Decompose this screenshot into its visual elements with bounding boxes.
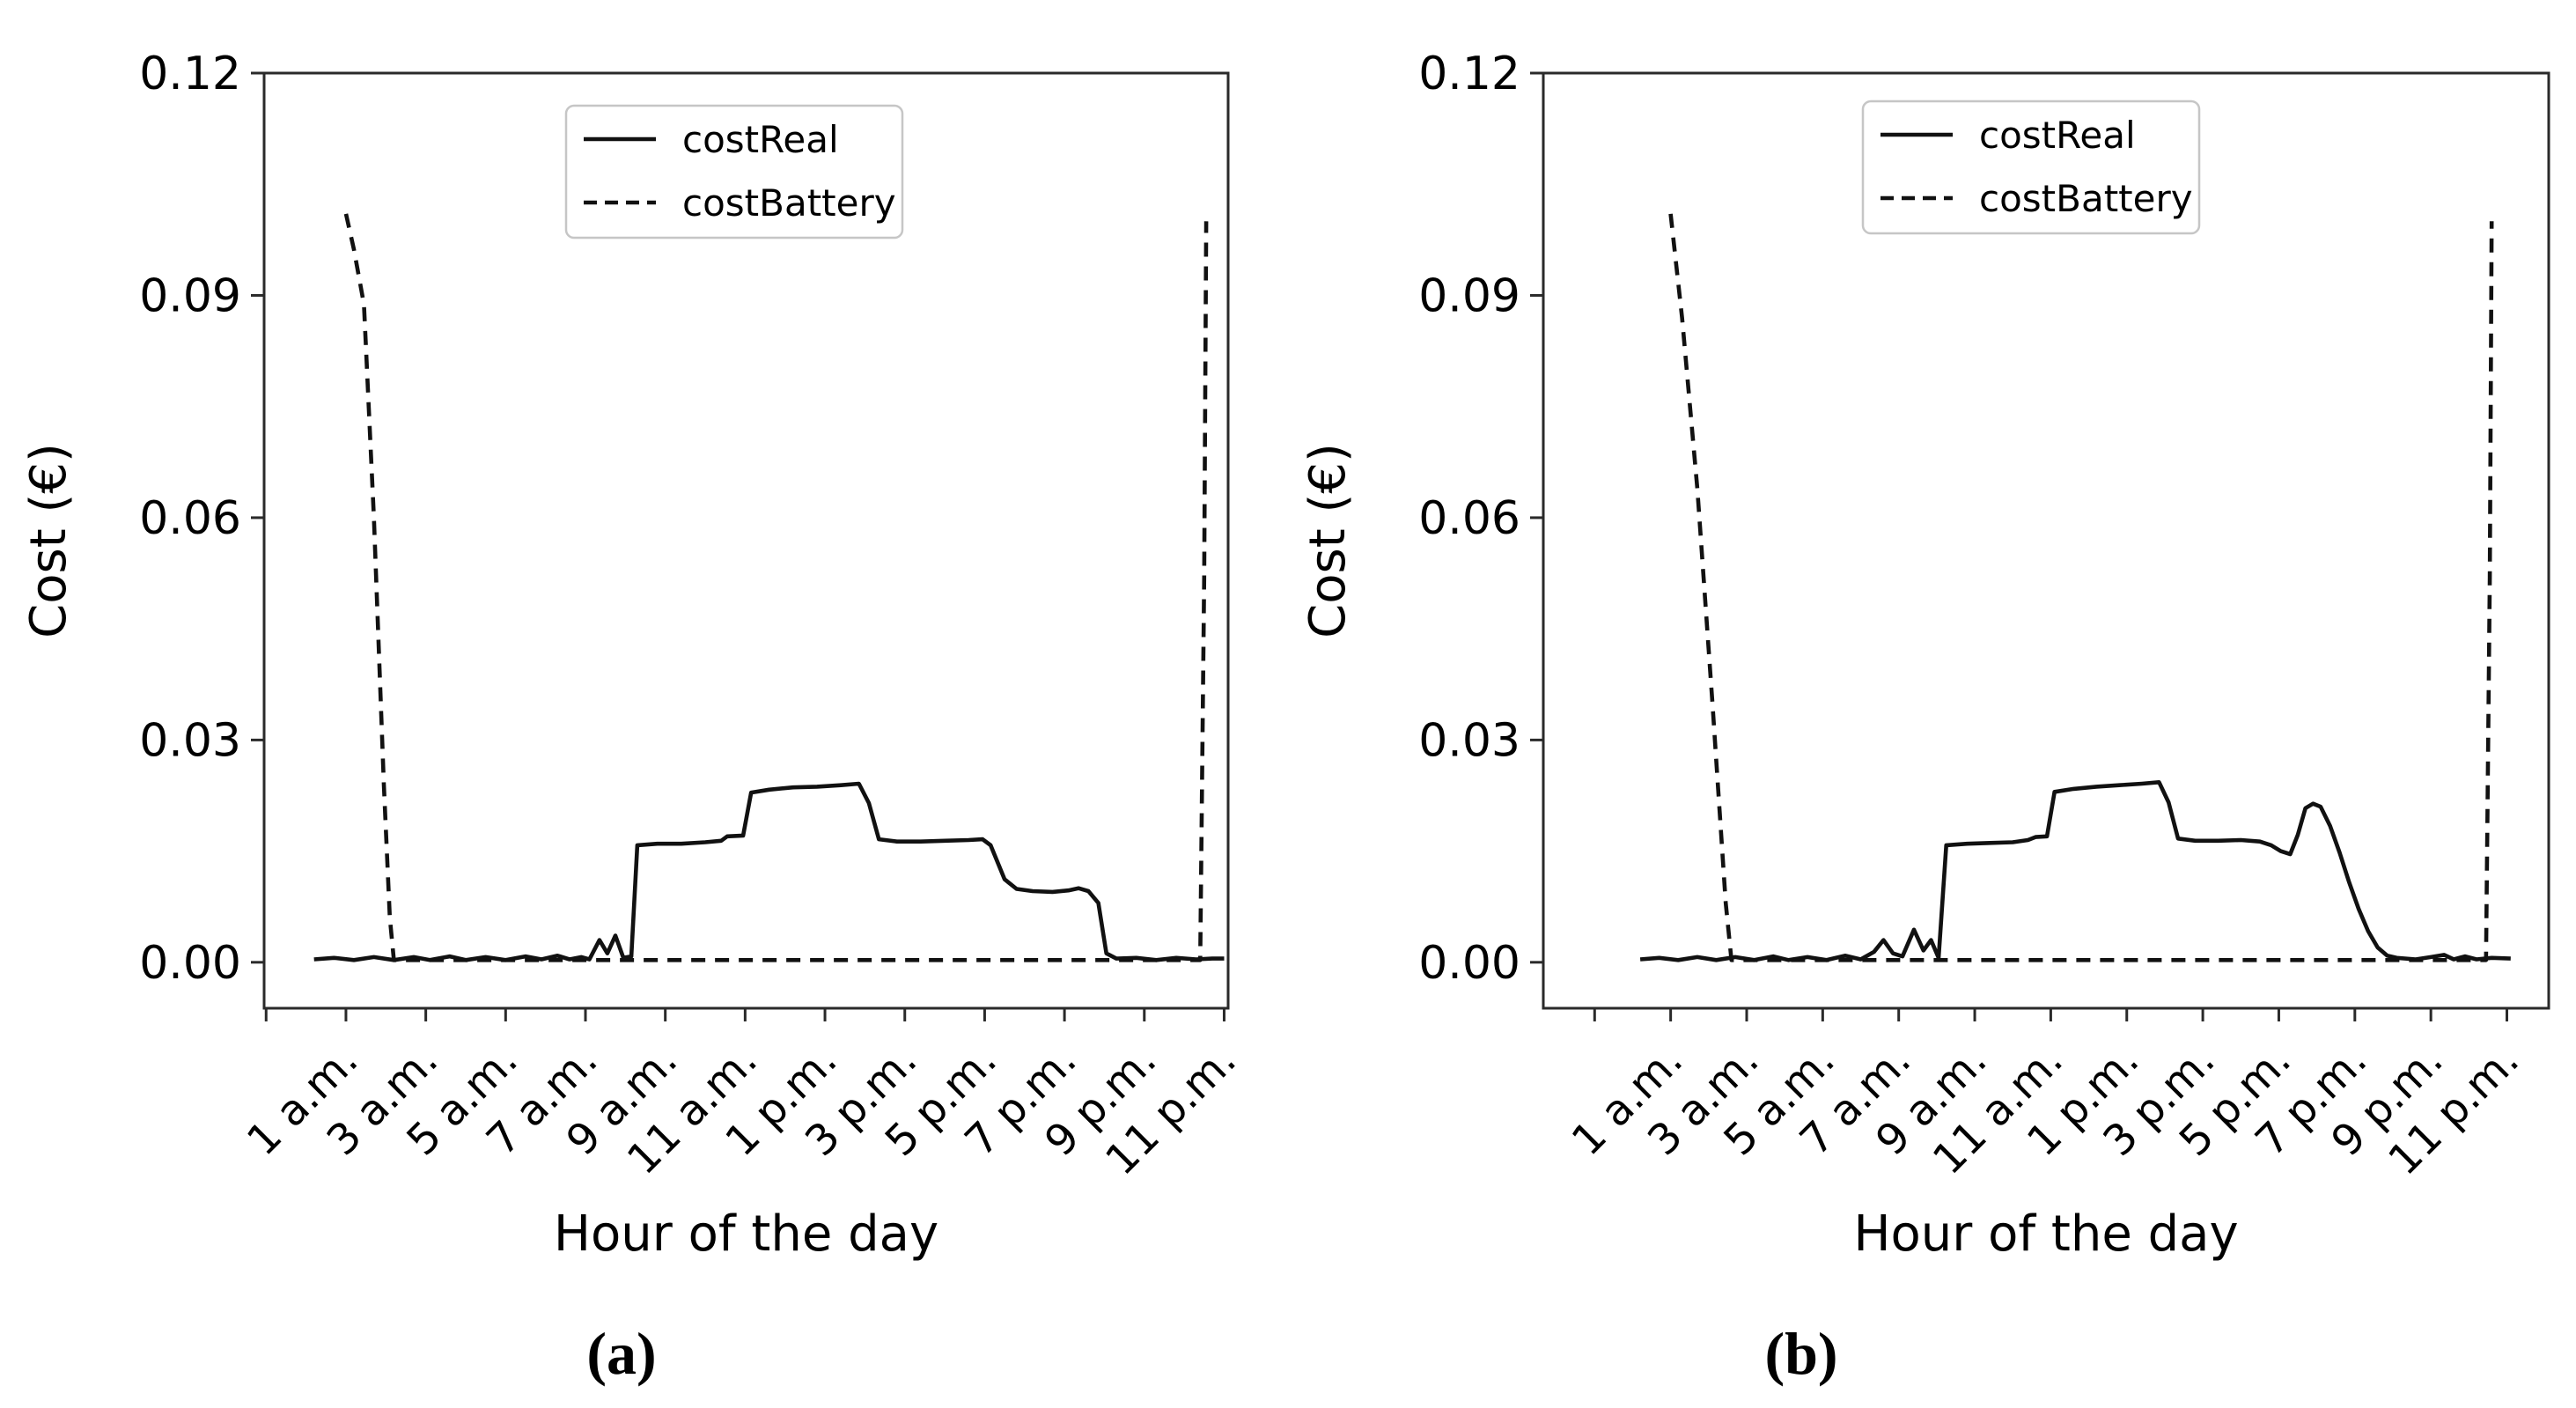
cost-battery-line [343,213,1209,962]
chart-a: 0.000.030.060.090.121 a.m.3 a.m.5 a.m.7 … [20,48,1246,1263]
caption-b: (b) [1764,1320,1838,1387]
legend-label-costreal: costReal [682,118,839,161]
cost-real-line [1639,780,2511,962]
y-tick-label: 0.09 [1418,269,1520,322]
y-tick-label: 0.00 [1418,937,1520,990]
y-tick-label: 0.12 [1418,48,1520,100]
y-tick-label: 0.06 [139,492,241,545]
legend-label-costreal: costReal [1979,114,2136,157]
chart-b: 0.000.030.060.090.121 a.m.3 a.m.5 a.m.7 … [1299,48,2550,1263]
plot-box [1542,71,2550,1010]
y-tick-label: 0.03 [1418,714,1520,767]
y-tick-label: 0.00 [139,937,241,990]
y-tick-label: 0.09 [139,269,241,322]
y-tick-label: 0.03 [139,714,241,767]
cost-real-line [313,781,1225,962]
legend-label-costbattery: costBattery [682,181,896,225]
x-axis-label: Hour of the day [554,1205,938,1263]
y-tick-label: 0.06 [1418,492,1520,545]
caption-a: (a) [586,1320,657,1387]
y-tick-label: 0.12 [139,48,241,100]
x-axis-label: Hour of the day [1853,1205,2238,1263]
y-axis-label: Cost (€) [1299,443,1357,638]
y-axis-label: Cost (€) [20,443,77,638]
legend-label-costbattery: costBattery [1979,177,2193,220]
cost-battery-line [1668,213,2494,962]
